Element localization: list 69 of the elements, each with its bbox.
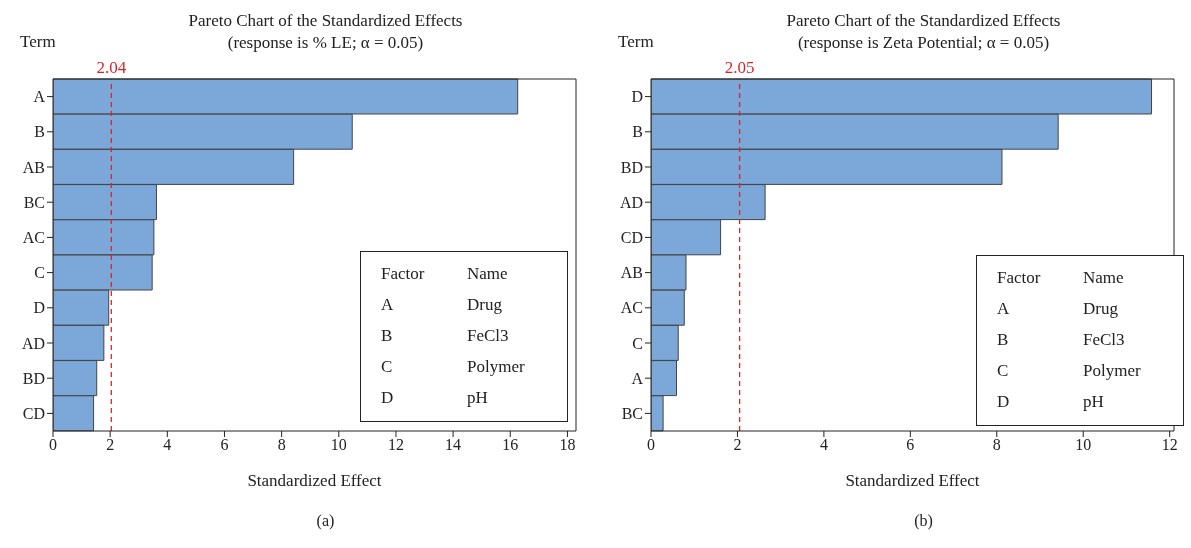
y-tick-label: CD [22,405,45,423]
annotation: C [381,356,394,378]
y-tick-label: AB [620,264,643,282]
text: (a) [315,512,336,530]
x-tick-label: 2 [733,436,742,454]
annotation: FeCl3 [1083,329,1126,351]
y-tick-label: AD [619,193,643,211]
annotation: B [381,325,394,347]
x-tick-label: 10 [1075,436,1092,454]
annotation: Polymer [467,356,526,378]
chart-title: Pareto Chart of the Standardized Effects [187,10,464,32]
y-tick-label: AC [22,229,45,247]
y-tick-label: BC [23,193,45,211]
y-tick-label: A [631,369,644,387]
x-tick-label: 12 [1161,436,1178,454]
x-tick-label: 12 [387,436,404,454]
ref-line-label: 2.05 [724,58,755,77]
annotation: D [381,387,395,409]
y-tick-label: AB [22,158,45,176]
annotation: pH [467,387,489,409]
y-axis-title: Term [618,32,654,52]
y-tick-label: A [33,88,46,106]
x-tick-label: 6 [220,436,229,454]
y-tick-label: BC [621,405,643,423]
x-tick-label: 0 [49,436,57,454]
x-tick-label: 2 [106,436,115,454]
annotation: A [997,298,1011,320]
x-tick-label: 4 [163,436,172,454]
annotation: FeCl3 [467,325,510,347]
y-tick-label: C [632,334,643,352]
annotation: C [997,360,1010,382]
annotation: Polymer [1083,360,1142,382]
x-tick-label: 16 [502,436,519,454]
y-tick-label: B [632,123,643,141]
y-tick-label: C [34,264,45,282]
y-tick-label: D [33,299,45,317]
x-tick-label: 8 [992,436,1001,454]
x-tick-label: 8 [277,436,286,454]
x-axis-title: Standardized Effect [845,471,980,490]
ref-line-label: 2.04 [96,58,127,77]
annotation: pH [1083,391,1105,413]
annotation: Drug [467,294,503,316]
chart-title: Pareto Chart of the Standardized Effects [785,10,1062,32]
y-tick-label: AC [620,299,643,317]
annotation: Drug [1083,298,1119,320]
annotation: Name [467,263,509,285]
x-axis-title: Standardized Effect [247,471,382,490]
y-tick-label: BD [620,158,643,176]
x-tick-label: 0 [647,436,655,454]
y-tick-label: CD [620,229,643,247]
x-tick-label: 14 [445,436,462,454]
x-tick-label: 18 [559,436,576,454]
y-axis-title: Term [20,32,56,52]
annotation: Factor [381,263,426,285]
y-tick-label: D [631,88,643,106]
annotation: Name [1083,267,1125,289]
y-tick-label: BD [22,369,45,387]
x-tick-label: 6 [906,436,915,454]
annotation: A [381,294,395,316]
chart-subtitle: (response is % LE; α = 0.05) [226,32,425,54]
annotation: B [997,329,1010,351]
y-tick-label: B [34,123,45,141]
annotation: D [997,391,1011,413]
y-tick-label: AD [21,334,45,352]
text: (b) [913,512,934,530]
x-tick-label: 10 [330,436,347,454]
x-tick-label: 4 [819,436,828,454]
annotation: Factor [997,267,1042,289]
chart-subtitle: (response is Zeta Potential; α = 0.05) [796,32,1051,54]
